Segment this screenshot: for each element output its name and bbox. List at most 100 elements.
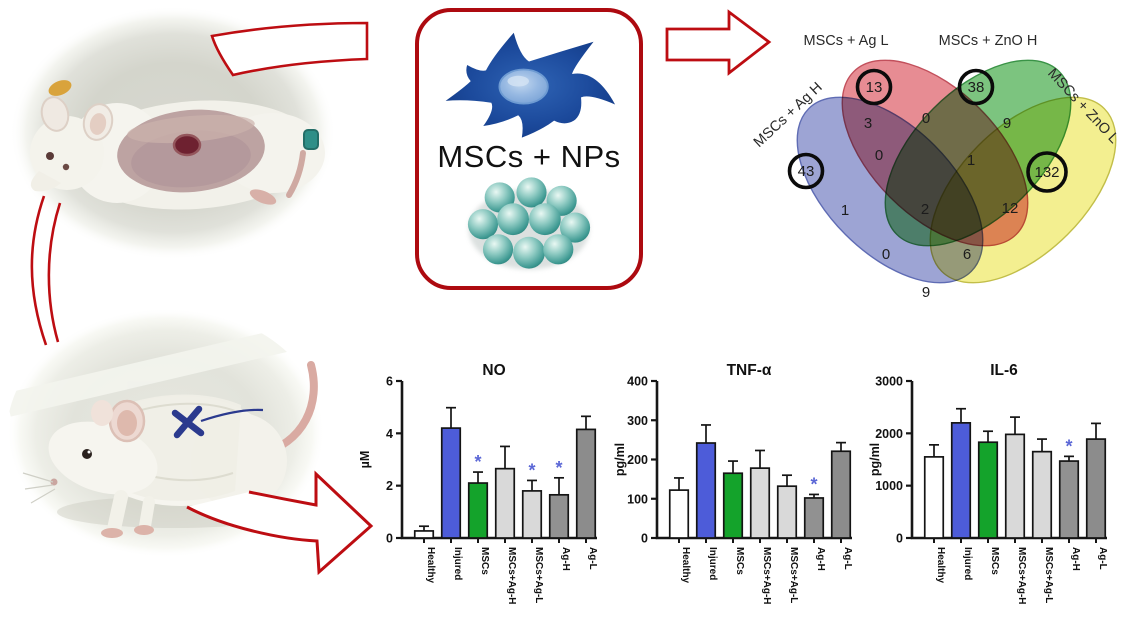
- front-leg: [139, 496, 155, 532]
- venn-count-ag_l-zno_h-zno_l: 1: [967, 152, 975, 169]
- mouse-on-back: [30, 80, 325, 210]
- x-tick-label-MSCs: MSCs: [479, 547, 490, 575]
- venn-set-zno_l: [929, 96, 1117, 284]
- nose: [50, 478, 58, 486]
- mouse-eye: [46, 152, 54, 160]
- arrow-photo-to-box: [210, 21, 369, 77]
- x-tick-label-Ag-L: Ag-L: [1097, 547, 1108, 570]
- bar-MSCs+Ag-H: [1004, 433, 1026, 539]
- y-tick-label: 3000: [875, 375, 903, 389]
- y-tick-label: 2000: [875, 427, 903, 441]
- venn-count-ag_h-zno_h-zno_l: 0: [882, 246, 890, 263]
- bar-Ag-L: [830, 450, 852, 539]
- chart-title: IL-6: [990, 362, 1018, 379]
- y-tick-label: 100: [627, 492, 648, 506]
- x-tick-label-Ag-L: Ag-L: [842, 547, 853, 570]
- tail: [286, 150, 306, 198]
- venn-count-zno_l: 132: [1034, 164, 1059, 181]
- bar-MSCs: [467, 482, 489, 539]
- significance-star-Ag-H: *: [810, 474, 817, 494]
- bar-MSCs+Ag-L: [521, 490, 543, 539]
- x-tick-label-Injured: Injured: [962, 547, 973, 580]
- x-tick-label-Ag-H: Ag-H: [1070, 547, 1081, 571]
- il6-bar-chart: IL-6 pg/ml 0 1000 2000 3000 Healthy Injured MSCs…: [868, 362, 1108, 605]
- venn-count-ag_h-ag_l: 3: [864, 115, 872, 132]
- significance-star-Ag-H: *: [1065, 436, 1072, 456]
- x-tick-label-MSCs: MSCs: [734, 547, 745, 575]
- bar-MSCs: [722, 472, 744, 539]
- bar-Ag-H: [803, 497, 825, 539]
- venn-count-circle-zno_h: [957, 68, 995, 106]
- x-tick-label-MSCs+Ag-L: MSCs+Ag-L: [533, 547, 544, 603]
- arrow-box-to-venn: [665, 9, 772, 76]
- chart-title: NO: [482, 362, 505, 379]
- no-bar-chart: NO µM 0 2 4 6 Healthy Injured * MSCs MSCs+Ag-H * MSC…: [358, 362, 598, 605]
- y-tick-label: 2: [386, 479, 393, 493]
- significance-star-Ag-H: *: [555, 458, 562, 478]
- x-tick-label-Healthy: Healthy: [935, 547, 946, 584]
- venn-count-ag_h-zno_h: 1: [841, 202, 849, 219]
- tnf-alpha-bar-chart: TNF-α pg/ml 0 100 200 300 400 Healthy Injured MSC…: [613, 362, 853, 605]
- y-tick-label: 300: [627, 414, 648, 428]
- bar-MSCs+Ag-H: [494, 467, 516, 539]
- bar-Healthy: [668, 489, 690, 539]
- venn-count-ag_h-ag_l-zno_h: 0: [875, 147, 883, 164]
- bar-Injured: [440, 427, 462, 539]
- whiskers: [22, 472, 56, 504]
- x-tick-label-Ag-L: Ag-L: [587, 547, 598, 570]
- venn-count-zno_h-zno_l: 9: [1003, 115, 1011, 132]
- venn-ellipses: [796, 59, 1117, 284]
- suture-knot: [171, 405, 205, 439]
- arrow-photo-to-charts: [186, 470, 374, 576]
- y-tick-label: 0: [896, 532, 903, 546]
- x-tick-label-MSCs+Ag-H: MSCs+Ag-H: [761, 547, 772, 605]
- bar-Ag-H: [548, 493, 570, 539]
- msc-cell-icon: [445, 32, 616, 138]
- y-axis-label: pg/ml: [868, 443, 882, 476]
- teal-clip: [303, 129, 319, 150]
- arrow-top-to-bottom-photo: [47, 202, 62, 343]
- x-tick-label-Healthy: Healthy: [425, 547, 436, 584]
- bar-Ag-L: [575, 428, 597, 539]
- bar-MSCs: [977, 441, 999, 539]
- bar-MSCs+Ag-H: [749, 467, 771, 539]
- bar-MSCs+Ag-L: [1031, 450, 1053, 539]
- y-tick-label: 0: [386, 532, 393, 546]
- x-tick-label-Ag-H: Ag-H: [560, 547, 571, 571]
- arrow-top-to-bottom-photo: [30, 195, 48, 346]
- x-tick-label-MSCs+Ag-L: MSCs+Ag-L: [788, 547, 799, 603]
- venn-count-zno_h: 38: [968, 79, 985, 96]
- chart-title: TNF-α: [727, 362, 772, 379]
- venn-count-circle-ag_h: [787, 152, 825, 190]
- front-leg: [107, 490, 128, 536]
- x-tick-label-MSCs+Ag-H: MSCs+Ag-H: [506, 547, 517, 605]
- y-tick-label: 1000: [875, 479, 903, 493]
- venn-set-label-zno_h: MSCs + ZnO H: [939, 33, 1038, 49]
- y-tick-label: 400: [627, 375, 648, 389]
- venn-count-ag_h-ag_l-zno_h-zno_l: 2: [921, 201, 929, 218]
- venn-count-circle-zno_l: [1026, 151, 1068, 193]
- venn-count-ag_l-zno_l: 12: [1002, 200, 1019, 217]
- venn-set-label-ag_l: MSCs + Ag L: [803, 33, 888, 49]
- x-tick-label-MSCs+Ag-H: MSCs+Ag-H: [1016, 547, 1027, 605]
- mscs-nps-box: MSCs + NPs: [415, 8, 643, 290]
- bar-Ag-L: [1085, 438, 1107, 539]
- y-axis-label: µM: [358, 451, 372, 469]
- y-tick-label: 0: [641, 532, 648, 546]
- x-tick-label-Ag-H: Ag-H: [815, 547, 826, 571]
- box-label: MSCs + NPs: [437, 138, 621, 174]
- yellow-tag: [48, 80, 72, 96]
- mouse-ear: [40, 96, 70, 132]
- venn-count-ag_h: 43: [798, 163, 815, 180]
- x-tick-label-MSCs: MSCs: [989, 547, 1000, 575]
- bar-Healthy: [923, 456, 945, 539]
- mouse-head: [30, 116, 104, 190]
- table-edge: [7, 318, 325, 417]
- nanoparticles-icon: [467, 176, 591, 269]
- significance-star-MSCs: *: [474, 452, 481, 472]
- venn-count-ag_h-zno_l: 9: [922, 284, 930, 301]
- bar-Injured: [950, 422, 972, 539]
